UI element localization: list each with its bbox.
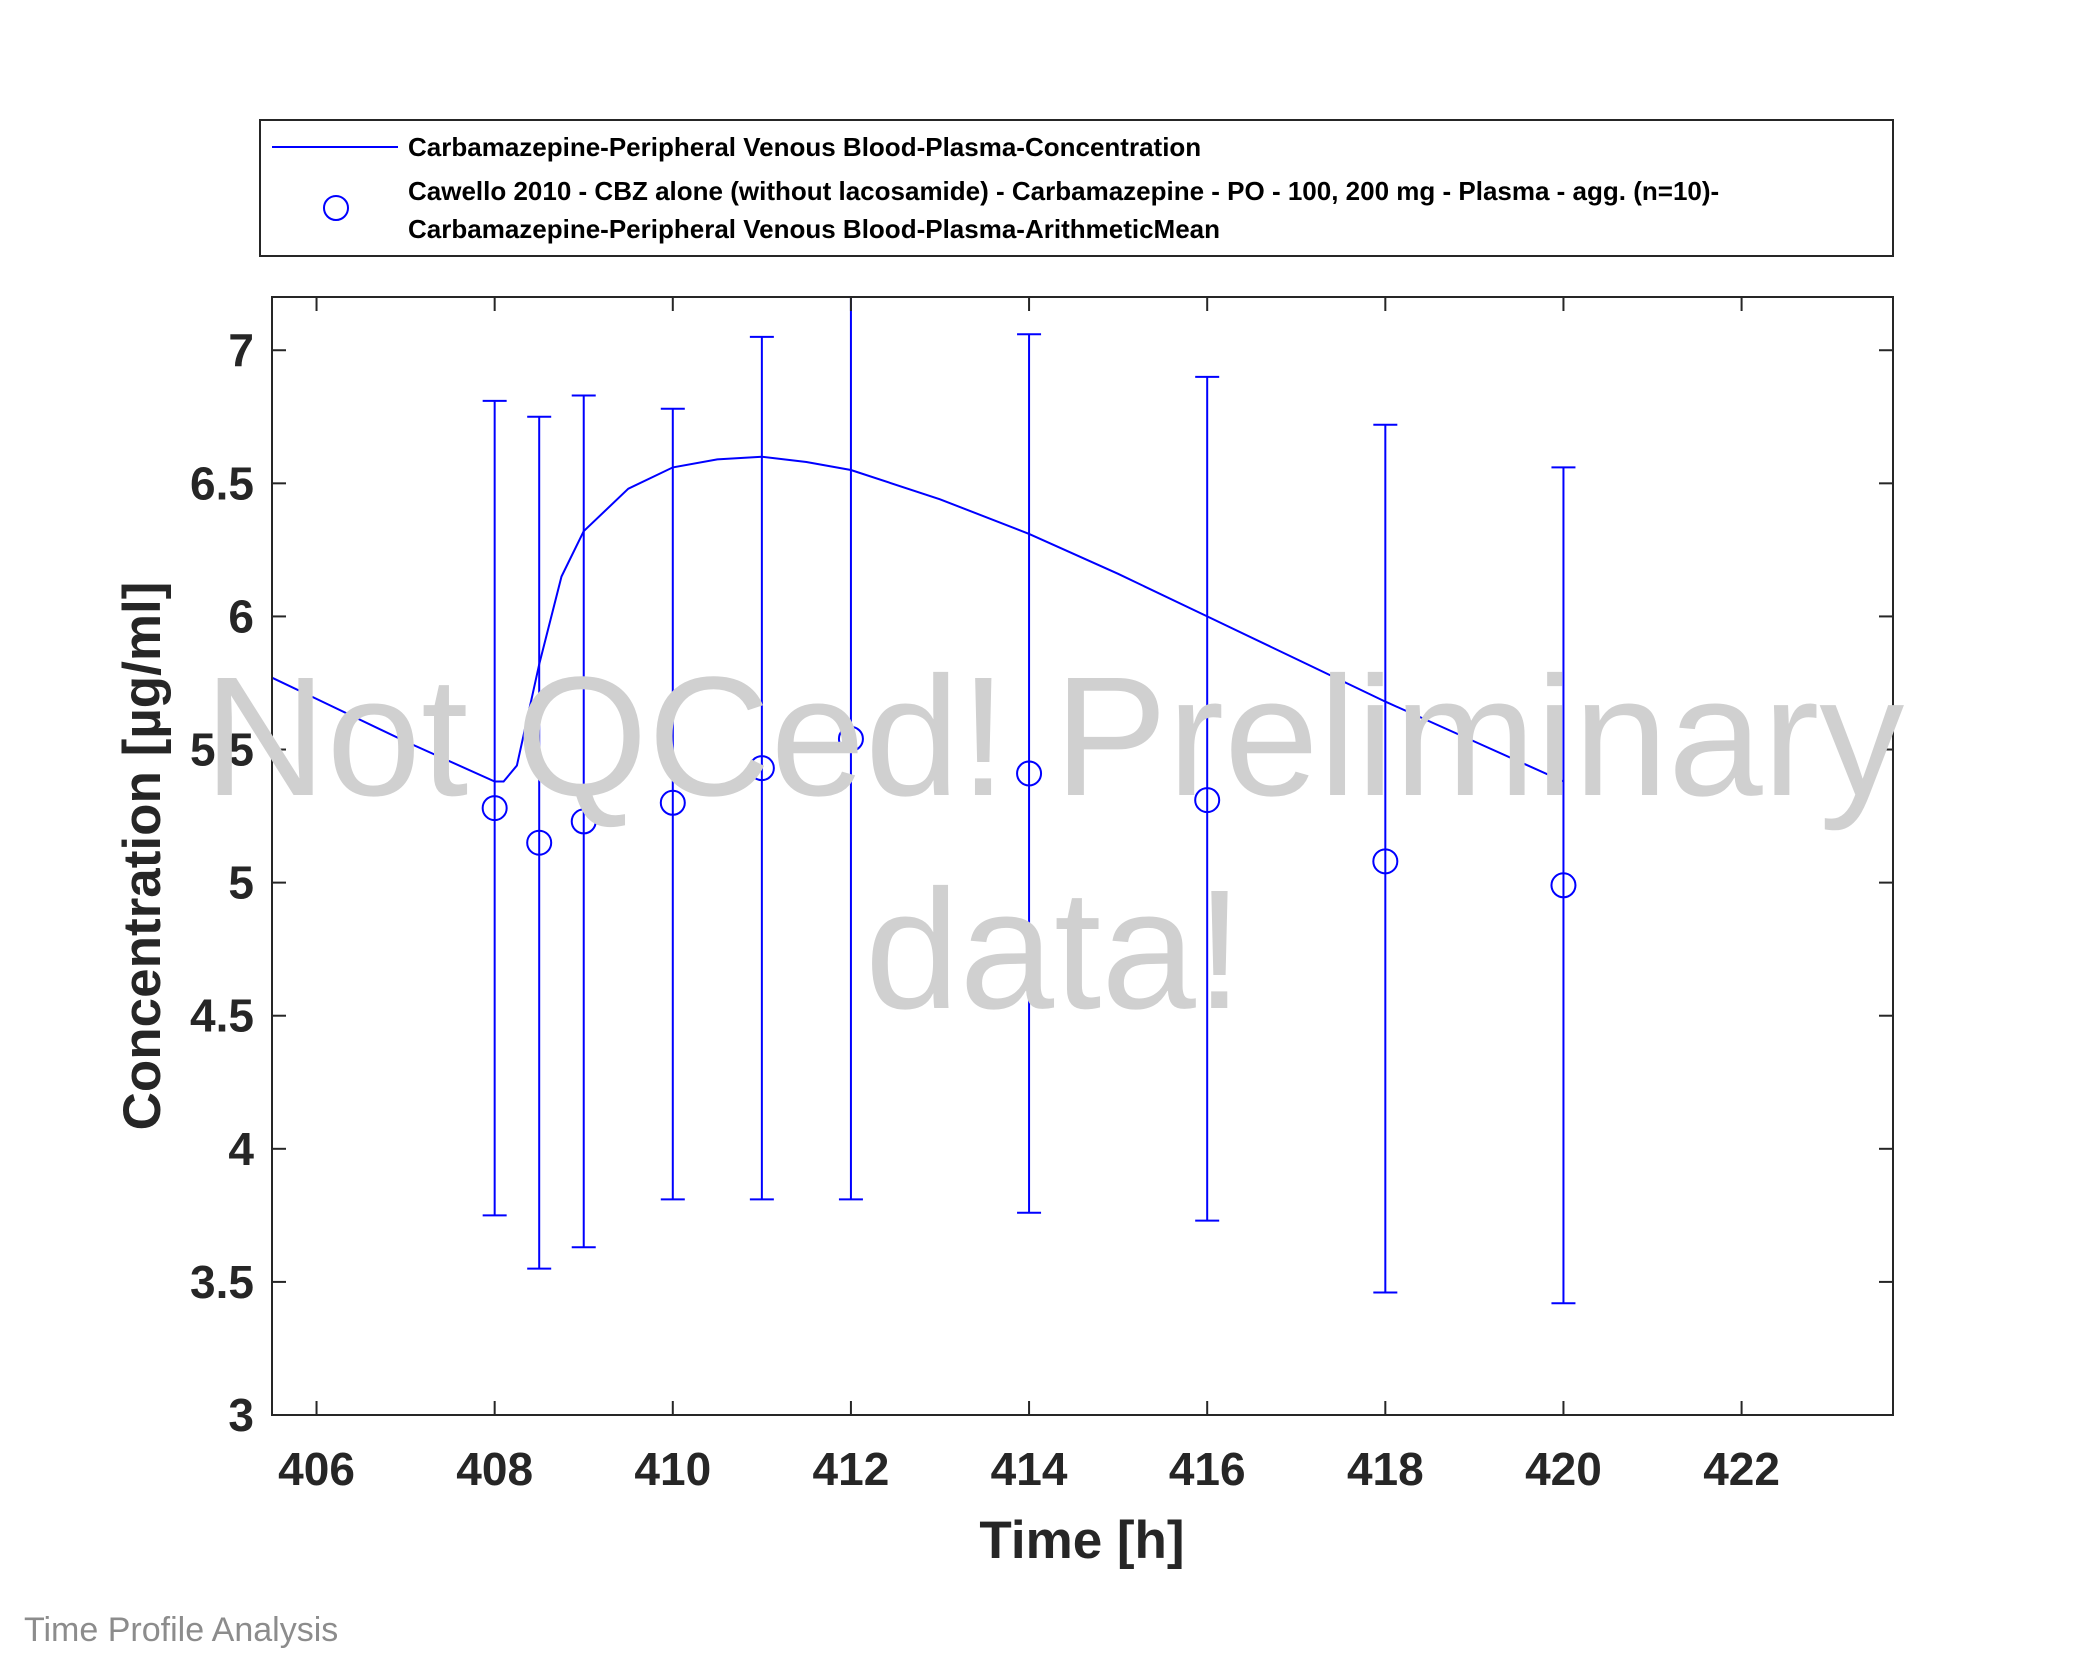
x-axis-label: Time [h] bbox=[979, 1511, 1184, 1570]
observed-point bbox=[1550, 872, 1577, 899]
x-tick-label: 422 bbox=[1703, 1443, 1780, 1495]
error-bar bbox=[1017, 333, 1042, 1214]
x-tick-label: 418 bbox=[1347, 1443, 1424, 1495]
x-tick-label: 406 bbox=[278, 1443, 355, 1495]
observed-point bbox=[481, 795, 508, 822]
observed-point bbox=[570, 808, 597, 835]
y-tick-label: 3.5 bbox=[190, 1256, 254, 1308]
observed-point bbox=[748, 755, 775, 782]
legend-entry-simulation: Carbamazepine-Peripheral Venous Blood-Pl… bbox=[408, 132, 1201, 162]
observed-point bbox=[837, 725, 864, 752]
x-tick-label: 420 bbox=[1525, 1443, 1602, 1495]
observed-point bbox=[659, 789, 686, 816]
y-tick-label: 4.5 bbox=[190, 990, 254, 1042]
y-tick-label: 3 bbox=[228, 1389, 254, 1441]
y-tick-label: 4 bbox=[228, 1123, 254, 1175]
error-bar bbox=[660, 407, 685, 1201]
x-tick-label: 408 bbox=[456, 1443, 533, 1495]
y-tick-label: 5 bbox=[228, 857, 254, 909]
observed-point bbox=[526, 829, 553, 856]
y-tick-label: 5.5 bbox=[190, 724, 254, 776]
error-bar bbox=[1551, 466, 1576, 1305]
legend-entry-observed-line1: Cawello 2010 - CBZ alone (without lacosa… bbox=[408, 176, 1719, 206]
x-tick-label: 410 bbox=[634, 1443, 711, 1495]
y-tick-label: 6 bbox=[228, 590, 254, 642]
legend-entry-observed-line2: Carbamazepine-Peripheral Venous Blood-Pl… bbox=[408, 214, 1220, 244]
watermark-line1: Not QCed! Preliminary bbox=[204, 642, 1905, 832]
error-bar bbox=[527, 415, 552, 1270]
legend-box bbox=[259, 119, 1894, 257]
x-tick-label: 414 bbox=[991, 1443, 1068, 1495]
simulation-line bbox=[271, 455, 1564, 783]
error-bar bbox=[1195, 375, 1220, 1222]
plot-area bbox=[272, 297, 1893, 1415]
legend: Carbamazepine-Peripheral Venous Blood-Pl… bbox=[259, 119, 1894, 257]
x-tick-label: 416 bbox=[1169, 1443, 1246, 1495]
ticks: 406 408 410 412 414 416 418 420 422 3 3.5 4 4.5 5 5.5 6… bbox=[190, 297, 1893, 1495]
error-bar bbox=[749, 335, 774, 1201]
data-layer bbox=[271, 297, 1577, 1305]
observed-point bbox=[1194, 787, 1221, 814]
plot-frame bbox=[271, 296, 1894, 1416]
error-bar bbox=[838, 297, 863, 1201]
x-tick-label: 412 bbox=[813, 1443, 890, 1495]
observed-point bbox=[1372, 848, 1399, 875]
watermark-line2: data! bbox=[865, 855, 1243, 1045]
y-tick-label: 6.5 bbox=[190, 457, 254, 509]
footer-caption: Time Profile Analysis bbox=[24, 1611, 338, 1649]
error-bar bbox=[1373, 423, 1398, 1294]
observed-point bbox=[1016, 760, 1043, 787]
y-tick-label: 7 bbox=[228, 324, 254, 376]
error-bar bbox=[571, 394, 596, 1249]
y-axis-label: Concentration [µg/ml] bbox=[113, 582, 172, 1131]
error-bar bbox=[482, 399, 507, 1217]
legend-circle-swatch bbox=[323, 195, 349, 221]
